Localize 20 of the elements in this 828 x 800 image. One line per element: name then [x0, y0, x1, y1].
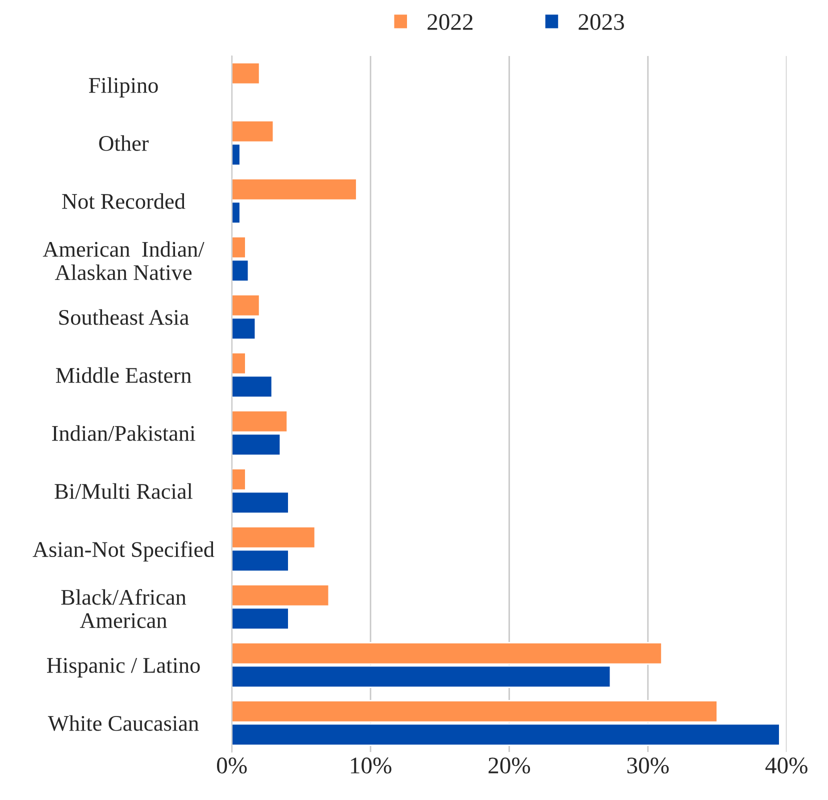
y-tick-label: Indian/Pakistani: [52, 425, 196, 441]
x-tick-label: 0%: [217, 758, 247, 774]
legend-label: 2023: [578, 14, 624, 30]
y-tick-label: Southeast Asia: [59, 309, 189, 325]
y-tick-label: White Caucasian: [48, 715, 199, 732]
y-tick-label: Asian-Not Specified: [32, 541, 214, 562]
x-tick-label: 30%: [627, 758, 669, 774]
x-tick-label: 10%: [350, 758, 392, 774]
x-tick-label: 20%: [488, 758, 530, 774]
y-tick-label: American Indian/ Alaskan Native: [42, 241, 204, 280]
x-tick-label: 40%: [765, 758, 808, 774]
y-tick-label: Bi/Multi Racial: [54, 483, 192, 499]
y-tick-label: Black/African American: [61, 588, 186, 628]
y-tick-label: Not Recorded: [62, 193, 186, 209]
y-tick-label: Hispanic / Latino: [47, 658, 200, 678]
legend-label: 2022: [428, 14, 472, 30]
bar: [232, 62, 260, 85]
y-tick-label: Other: [99, 135, 149, 151]
y-tick-label: Filipino: [88, 77, 158, 98]
y-tick-label: Middle Eastern: [56, 367, 192, 383]
